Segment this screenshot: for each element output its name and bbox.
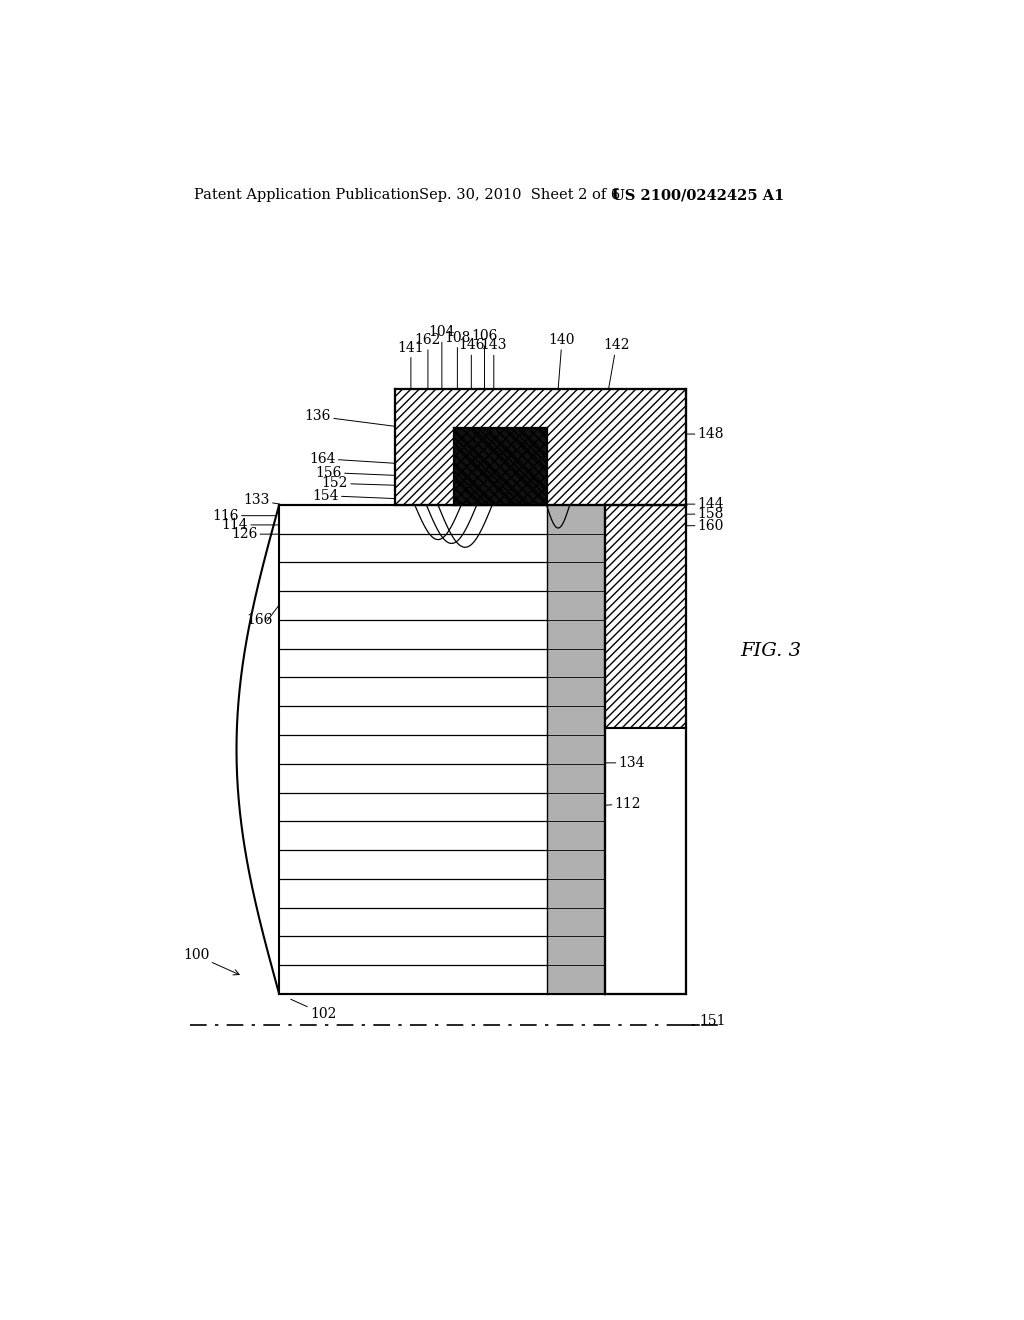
Text: 114: 114 (221, 517, 278, 532)
Text: FIG. 3: FIG. 3 (740, 643, 801, 660)
Text: 142: 142 (603, 338, 630, 389)
Text: 166: 166 (247, 614, 273, 627)
Bar (454, 428, 547, 506)
Text: Sep. 30, 2010  Sheet 2 of 6: Sep. 30, 2010 Sheet 2 of 6 (419, 189, 620, 202)
Text: Patent Application Publication: Patent Application Publication (194, 189, 419, 202)
Text: 154: 154 (312, 488, 398, 503)
Bar (280, 506, 604, 994)
Bar (395, 389, 686, 506)
Text: 152: 152 (322, 477, 408, 490)
Bar (547, 792, 604, 821)
Bar (604, 729, 686, 994)
Text: 146: 146 (458, 338, 484, 389)
Text: 164: 164 (309, 451, 395, 466)
Bar (547, 936, 604, 965)
Bar (547, 533, 604, 562)
Text: 104: 104 (429, 325, 455, 389)
Text: 136: 136 (305, 409, 395, 426)
Bar (454, 428, 547, 506)
Bar (547, 821, 604, 850)
Bar (547, 965, 604, 994)
Bar (547, 648, 604, 677)
Text: 126: 126 (231, 527, 280, 541)
Bar (547, 562, 604, 591)
Text: 156: 156 (315, 466, 401, 479)
Text: 148: 148 (686, 428, 724, 441)
Text: 160: 160 (686, 519, 724, 533)
Text: 133: 133 (244, 494, 280, 507)
Bar (604, 506, 686, 729)
Text: US 2100/0242425 A1: US 2100/0242425 A1 (612, 189, 784, 202)
Bar (547, 706, 604, 735)
Text: 112: 112 (606, 797, 641, 810)
Bar (547, 735, 604, 764)
Bar (547, 620, 604, 648)
Text: 158: 158 (686, 507, 724, 521)
Text: 140: 140 (549, 333, 575, 389)
Bar (547, 850, 604, 879)
Text: 143: 143 (480, 338, 507, 389)
Text: 108: 108 (444, 331, 471, 389)
Text: 106: 106 (471, 329, 498, 389)
Bar (547, 764, 604, 792)
Bar (547, 506, 604, 533)
Bar (547, 677, 604, 706)
Text: 162: 162 (415, 333, 441, 389)
Text: 100: 100 (183, 948, 240, 975)
Bar (547, 591, 604, 620)
Text: 102: 102 (291, 999, 337, 1020)
Bar (547, 908, 604, 936)
Text: 134: 134 (606, 756, 645, 770)
Text: 116: 116 (212, 508, 276, 523)
Text: 151: 151 (699, 1014, 726, 1028)
Text: 144: 144 (686, 498, 724, 511)
Bar (547, 879, 604, 908)
Text: 141: 141 (397, 341, 424, 389)
